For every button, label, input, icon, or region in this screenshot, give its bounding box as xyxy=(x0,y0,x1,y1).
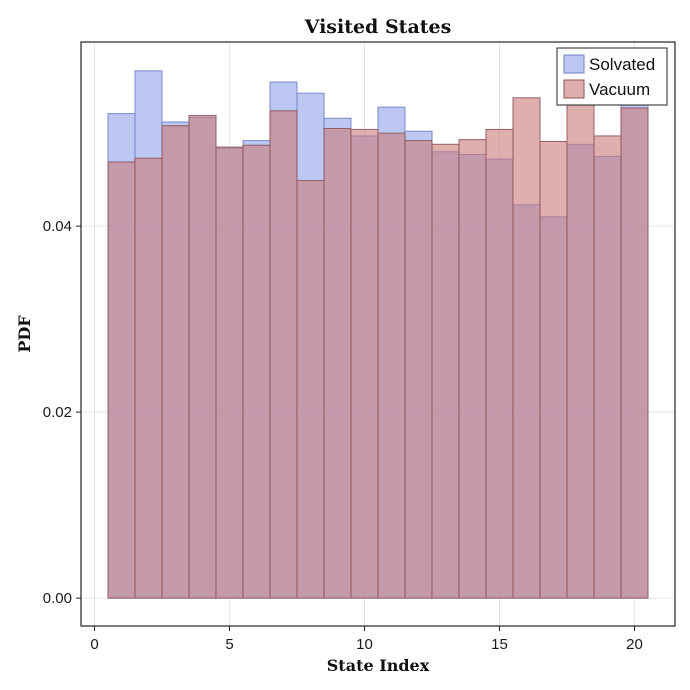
bar-vacuum-4 xyxy=(188,114,217,599)
x-tick-label: 20 xyxy=(626,636,643,653)
bar-vacuum-1 xyxy=(107,161,136,599)
legend-label-vacuum: Vacuum xyxy=(589,80,650,99)
bar-vacuum-6 xyxy=(242,144,271,599)
bars xyxy=(107,70,649,599)
bar-vacuum-11 xyxy=(377,132,406,599)
x-tick-label: 10 xyxy=(356,636,373,653)
legend: Solvated Vacuum xyxy=(556,47,668,106)
bar-vacuum-15 xyxy=(485,128,514,599)
bar-vacuum-7 xyxy=(269,110,298,599)
chart-title: Visited States xyxy=(304,16,452,38)
bar-vacuum-8 xyxy=(296,180,325,599)
bar-vacuum-5 xyxy=(215,146,244,599)
y-tick-label: 0.02 xyxy=(43,404,72,421)
x-tick-label: 15 xyxy=(491,636,508,653)
bar-vacuum-12 xyxy=(404,140,433,599)
y-tick-label: 0.04 xyxy=(43,218,72,235)
bar-vacuum-17 xyxy=(539,141,568,599)
y-axis-ticks: 0.00 0.02 0.04 xyxy=(43,218,81,607)
bar-vacuum-2 xyxy=(134,157,163,599)
bar-vacuum-19 xyxy=(593,135,622,599)
bar-vacuum-14 xyxy=(458,139,487,599)
legend-label-solvated: Solvated xyxy=(589,55,655,74)
legend-swatch-vacuum xyxy=(563,79,585,99)
y-axis-title: PDF xyxy=(15,315,34,353)
bar-vacuum-20 xyxy=(620,107,649,599)
x-axis-title: State Index xyxy=(327,656,430,675)
bar-vacuum-9 xyxy=(323,127,352,599)
x-tick-label: 0 xyxy=(90,636,98,653)
x-axis-ticks: 0 5 10 15 20 xyxy=(90,626,643,653)
y-tick-label: 0.00 xyxy=(43,590,72,607)
plot-frame xyxy=(80,41,676,627)
bar-vacuum-3 xyxy=(161,125,190,599)
series-vacuum xyxy=(107,97,649,599)
bar-vacuum-16 xyxy=(512,97,541,599)
bar-vacuum-18 xyxy=(566,99,595,599)
legend-swatch-solvated xyxy=(563,54,585,74)
bar-vacuum-13 xyxy=(431,143,460,599)
x-tick-label: 5 xyxy=(225,636,233,653)
bar-vacuum-10 xyxy=(350,128,379,599)
